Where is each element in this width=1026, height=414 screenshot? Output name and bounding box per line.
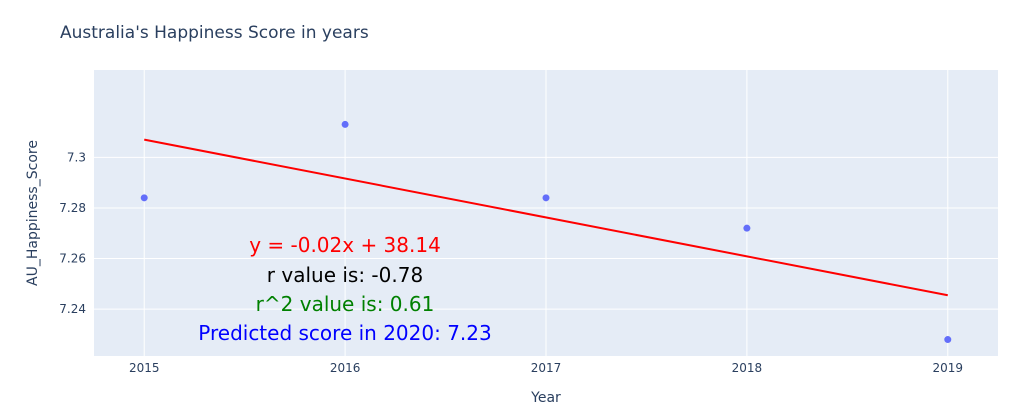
- x-tick-label: 2015: [129, 361, 160, 375]
- y-tick-label: 7.3: [67, 150, 86, 164]
- data-point: [140, 194, 148, 202]
- annotation-r-squared: r^2 value is: 0.61: [256, 292, 435, 316]
- y-tick-label: 7.28: [59, 201, 86, 215]
- y-axis-label: AU_Happiness_Score: [25, 140, 41, 286]
- data-point: [341, 120, 349, 128]
- chart-title: Australia's Happiness Score in years: [60, 23, 369, 43]
- x-tick-label: 2016: [330, 361, 361, 375]
- annotation-prediction: Predicted score in 2020: 7.23: [198, 321, 491, 345]
- x-tick-label: 2019: [933, 361, 964, 375]
- y-tick-label: 7.24: [59, 302, 86, 316]
- annotation-r-value: r value is: -0.78: [267, 263, 423, 287]
- data-points: [140, 120, 952, 344]
- data-point: [743, 224, 751, 232]
- trendline-layer: [144, 138, 948, 297]
- annotations: y = -0.02x + 38.14 r value is: -0.78 r^2…: [198, 233, 491, 345]
- annotation-equation: y = -0.02x + 38.14: [249, 233, 441, 257]
- tick-labels: 2015 2016 2017 2018 2019 7.24 7.26 7.28 7.3: [59, 150, 963, 375]
- grid-lines: [94, 70, 998, 356]
- trendline: [144, 138, 948, 297]
- data-point: [944, 336, 952, 344]
- x-axis-label: Year: [530, 390, 561, 406]
- x-tick-label: 2017: [531, 361, 562, 375]
- data-point: [542, 194, 550, 202]
- y-tick-label: 7.26: [59, 252, 86, 266]
- x-tick-label: 2018: [732, 361, 763, 375]
